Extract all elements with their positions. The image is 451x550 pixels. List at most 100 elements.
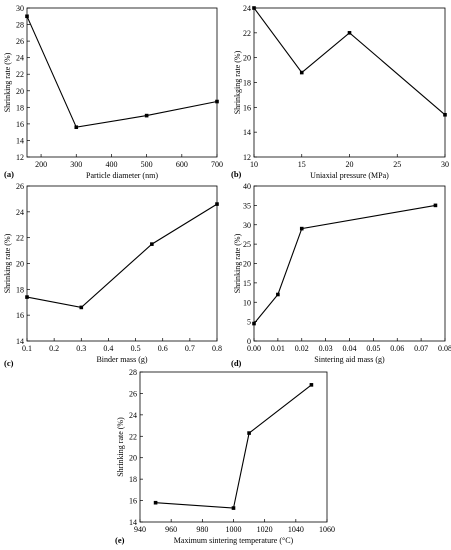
panel-label: (e): [115, 535, 125, 545]
y-tick-label: 24: [243, 4, 251, 13]
y-tick-label: 30: [243, 221, 251, 230]
y-tick-label: 14: [243, 128, 251, 137]
x-axis-title: Maximum sintering temperature (°C): [174, 536, 294, 545]
x-tick-label: 600: [176, 160, 188, 169]
data-point: [74, 125, 79, 129]
x-tick-label: 30: [441, 160, 449, 169]
data-point: [433, 203, 438, 208]
chart-panel-4: 940 960 980 1000 1020 1040 1060 14 16 18 20 22 24 26 2…: [115, 368, 335, 545]
panel-label: (b): [231, 169, 242, 179]
y-tick-label: 22: [243, 29, 251, 38]
x-axis-title: Binder mass (g): [96, 355, 147, 364]
data-point: [443, 112, 447, 117]
panel-label: (d): [231, 358, 242, 368]
y-tick-label: 14: [129, 518, 137, 527]
y-tick-label: 20: [129, 454, 137, 463]
x-tick-label: 1040: [288, 525, 304, 534]
y-tick-label: 14: [16, 136, 24, 145]
y-tick-label: 26: [129, 389, 137, 398]
y-tick-label: 20: [16, 260, 24, 269]
x-axis-title: Sintering aid mass (g): [314, 355, 385, 364]
y-tick-label: 24: [16, 54, 24, 63]
plot-frame: [26, 185, 218, 342]
x-tick-label: 0.8: [212, 344, 222, 353]
series-line: [26, 16, 218, 128]
x-tick-label: 980: [196, 525, 208, 534]
y-tick-label: 12: [16, 153, 24, 162]
y-tick-label: 16: [16, 311, 24, 320]
panel-label: (a): [4, 169, 14, 179]
y-tick-label: 18: [16, 285, 24, 294]
series-line: [253, 7, 446, 116]
panel-label: (c): [4, 358, 14, 368]
data-point: [276, 292, 280, 297]
y-tick-label: 22: [16, 70, 24, 79]
data-point: [309, 383, 314, 387]
y-tick-label: 22: [16, 234, 24, 243]
y-tick-label: 40: [243, 182, 251, 191]
y-axis-title: Shrinking rate (%): [116, 417, 125, 477]
y-axis-title: Shrinking rate (%): [233, 233, 242, 293]
x-axis-title: Particle diameter (nm): [86, 171, 158, 180]
y-tick-label: 35: [243, 201, 251, 210]
y-tick-label: 22: [129, 432, 137, 441]
x-tick-label: 0.07: [414, 344, 428, 353]
data-point: [153, 500, 158, 505]
y-tick-label: 16: [129, 497, 137, 506]
x-tick-label: 20: [346, 160, 354, 169]
data-point: [231, 506, 236, 510]
data-point: [252, 321, 256, 326]
y-tick-label: 0: [247, 337, 251, 346]
x-tick-label: 0.06: [390, 344, 404, 353]
x-tick-label: 25: [393, 160, 401, 169]
data-point: [247, 431, 251, 435]
x-tick-label: 1020: [257, 525, 273, 534]
y-axis-title: Shrinking rate (%): [3, 233, 12, 293]
y-tick-label: 10: [243, 298, 251, 307]
series-line: [253, 204, 436, 324]
x-tick-label: 1060: [319, 525, 335, 534]
y-tick-label: 15: [243, 279, 251, 288]
y-axis-title: Shrinking rate (%): [3, 52, 12, 112]
x-tick-label: 0.1: [22, 344, 32, 353]
y-tick-label: 5: [247, 318, 251, 327]
x-tick-label: 1000: [226, 525, 242, 534]
plot-frame: [253, 7, 446, 158]
x-tick-label: 0.00: [247, 344, 261, 353]
data-point: [252, 6, 256, 10]
x-tick-label: 0.7: [185, 344, 195, 353]
x-tick-label: 0.3: [76, 344, 86, 353]
series-line: [155, 384, 312, 509]
y-tick-label: 26: [16, 37, 24, 46]
x-tick-label: 0.2: [49, 344, 59, 353]
x-tick-label: 15: [298, 160, 306, 169]
y-tick-label: 28: [16, 21, 24, 30]
x-tick-label: 960: [165, 525, 177, 534]
data-point: [215, 99, 219, 104]
y-tick-label: 12: [243, 153, 251, 162]
x-tick-label: 0.04: [343, 344, 357, 353]
plot-frame: [26, 7, 218, 158]
y-tick-label: 14: [16, 337, 24, 346]
data-point: [150, 242, 154, 246]
chart-panel-3: 0.00 0.01 0.02 0.03 0.04 0.05 0.06 0.07 0.08 0 5 10…: [231, 182, 451, 368]
data-point: [215, 202, 219, 206]
y-tick-label: 25: [243, 240, 251, 249]
x-tick-label: 0.05: [366, 344, 380, 353]
y-axis-title: Shrinkging rate (%): [233, 50, 242, 114]
y-tick-label: 24: [16, 208, 24, 217]
y-tick-label: 20: [16, 87, 24, 96]
data-point: [25, 295, 29, 299]
y-tick-label: 16: [243, 103, 251, 112]
x-tick-label: 10: [250, 160, 258, 169]
data-point: [79, 305, 84, 310]
x-tick-label: 700: [211, 160, 223, 169]
data-point: [25, 14, 29, 19]
y-tick-label: 16: [16, 120, 24, 129]
y-tick-label: 18: [243, 79, 251, 88]
chart-panel-0: 200 300 400 500 600 700 12 14 16 18 20 22 24 26 28 30 Pa…: [3, 4, 223, 180]
x-tick-label: 0.02: [295, 344, 309, 353]
x-tick-label: 500: [141, 160, 153, 169]
x-tick-label: 940: [134, 525, 146, 534]
